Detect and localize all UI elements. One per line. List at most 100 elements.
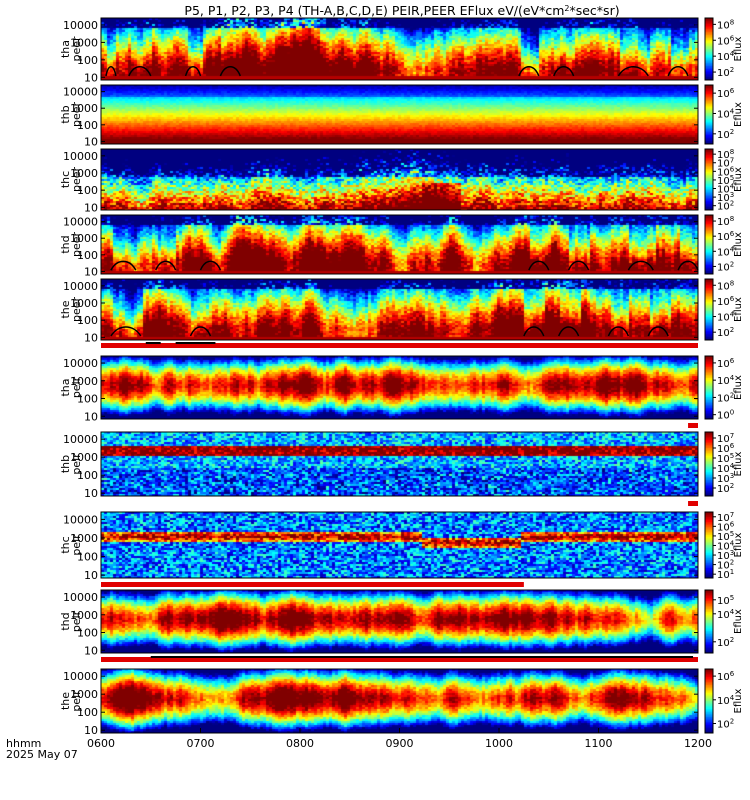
y-tick-label: 100 [77,249,98,262]
colorbar-swatch [705,19,713,22]
colorbar-swatch [705,117,713,120]
colorbar-swatch [705,231,713,234]
colorbar-tick-label: 103 [717,549,734,562]
y-tick-label: 1000 [70,232,98,245]
x-axis: 0600 0700 0800 0900 1000 1100 1200 [87,728,712,750]
colorbar-swatch [705,133,713,136]
sweep-curve [567,260,590,271]
colorbar-swatch [705,168,713,171]
colorbar-swatch [705,318,713,321]
chart-title: P5, P1, P2, P3, P4 (TH-A,B,C,D,E) PEIR,P… [184,3,619,18]
colorbar-swatch [705,515,713,518]
sweep-curve [219,66,241,77]
colorbar-swatch [705,56,713,59]
colorbar-swatch [705,513,713,516]
y-tick-label: 1000 [70,36,98,49]
y-tick-label: 10000 [63,670,98,683]
x-tick-label: 1200 [684,737,712,750]
colorbar-swatch [705,184,713,187]
colorbar-swatch [705,22,713,25]
colorbar-tick-label: 106 [717,295,735,308]
flag-bar [101,656,698,662]
colorbar-swatch [705,304,713,307]
colorbar-swatch [705,651,713,654]
colorbar-swatch [705,389,713,392]
colorbar-tick-label: 104 [717,245,735,258]
colorbar-swatch [705,33,713,36]
colorbar-swatch [705,174,713,177]
colorbar-tick-label: 104 [717,374,735,387]
colorbar-swatch [705,93,713,96]
colorbar-swatch [705,363,713,366]
colorbar-swatch [705,489,713,492]
colorbar-label: Eflux [733,375,744,400]
sweep-curve [518,66,540,77]
colorbar-swatch [705,59,713,62]
sweep-curve [199,260,222,271]
colorbar-swatch [705,156,713,159]
flag-segment-red [688,501,698,506]
colorbar-swatch [705,640,713,643]
colorbar-swatch [705,159,713,162]
colorbar-swatch [705,456,713,459]
colorbar-swatch [705,359,713,362]
colorbar-swatch [705,332,713,335]
colorbar-swatch [705,440,713,443]
colorbar-tick-label: 104 [717,539,735,552]
colorbar-swatch [705,573,713,576]
colorbar-swatch [705,176,713,179]
colorbar-swatch [705,494,713,497]
colorbar-swatch [705,87,713,90]
spectrogram-image [101,432,698,496]
colorbar-swatch [705,232,713,235]
colorbar-swatch [705,558,713,561]
colorbar-swatch [705,670,713,673]
y-tick-label: 1000 [70,451,98,464]
colorbar-swatch [705,390,713,393]
colorbar-swatch [705,167,713,170]
sweep-curve [523,326,545,337]
colorbar-swatch [705,253,713,256]
colorbar-frame [704,668,714,734]
colorbar-swatch [705,280,713,283]
colorbar: 108 106 104 102 Eflux [704,214,744,275]
colorbar-swatch [705,571,713,574]
colorbar-swatch [705,92,713,95]
colorbar-swatch [705,564,713,567]
panel-label: thepeer [59,297,83,323]
colorbar-tick-label: 106 [717,165,735,178]
colorbar-swatch [705,153,713,156]
colorbar: 106 104 102 100 Eflux [704,355,744,422]
colorbar-swatch [705,672,713,675]
flag-segment-black [175,342,216,344]
sweep-curve [667,66,689,77]
colorbar-swatch [705,546,713,549]
colorbar-swatch [705,648,713,651]
colorbar-swatch [705,292,713,295]
colorbar-swatch [705,646,713,649]
colorbar-tick-label: 104 [717,608,735,621]
colorbar-swatch [705,171,713,174]
colorbar-swatch [705,238,713,241]
colorbar-swatch [705,139,713,142]
spectrogram-image [101,512,698,578]
colorbar-swatch [705,459,713,462]
colorbar-label: Eflux [733,688,744,713]
y-tick-label: 1000 [70,532,98,545]
colorbar-swatch [705,492,713,495]
colorbar-swatch [705,27,713,30]
colorbar-swatch [705,594,713,597]
colorbar-swatch [705,613,713,616]
colorbar-swatch [705,407,713,411]
colorbar-swatch [705,102,713,105]
colorbar-swatch [705,525,713,528]
colorbar-swatch [705,516,713,520]
colorbar-swatch [705,400,713,403]
colorbar-swatch [705,158,713,161]
colorbar-frame [704,355,714,420]
colorbar-swatch [705,406,713,409]
colorbar-swatch [705,384,713,387]
spectrogram-image [101,279,698,340]
